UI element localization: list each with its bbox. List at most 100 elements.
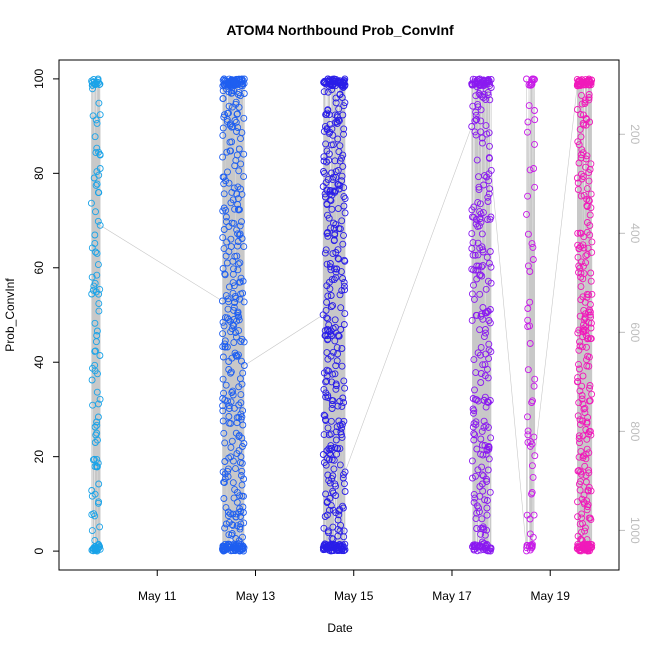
data-point: [340, 527, 348, 535]
data-point: [336, 291, 344, 299]
data-point: [587, 277, 595, 285]
data-point: [240, 544, 248, 552]
data-point: [578, 343, 586, 351]
data-point: [95, 189, 103, 197]
data-point: [229, 391, 237, 399]
data-point: [335, 117, 343, 125]
data-point: [335, 511, 343, 519]
data-point: [338, 433, 346, 441]
data-point: [92, 208, 99, 216]
data-point: [470, 436, 478, 444]
data-point: [219, 468, 227, 476]
data-point: [329, 302, 337, 310]
data-point: [330, 456, 338, 464]
data-point: [340, 278, 348, 286]
chart-title: ATOM4 Northbound Prob_ConvInf: [226, 22, 454, 38]
data-point: [220, 190, 228, 198]
data-point: [240, 362, 248, 369]
data-point: [487, 544, 495, 552]
data-point: [320, 88, 328, 96]
data-point: [483, 365, 491, 373]
data-point: [578, 510, 586, 518]
data-point: [486, 306, 494, 313]
data-point: [485, 177, 493, 185]
data-point: [219, 353, 227, 361]
data-point: [470, 203, 478, 211]
data-point: [473, 311, 481, 319]
data-point: [92, 181, 100, 189]
data-point: [232, 118, 240, 126]
data-point: [579, 241, 587, 249]
data-point: [478, 263, 486, 271]
data-point: [484, 89, 492, 96]
data-point: [240, 547, 247, 555]
data-point: [95, 400, 102, 408]
data-point: [329, 489, 337, 497]
data-point: [340, 417, 348, 425]
data-point: [93, 327, 101, 335]
data-point: [480, 417, 488, 425]
data-point: [235, 145, 243, 153]
data-point: [328, 86, 336, 94]
data-point: [584, 413, 592, 421]
data-point: [473, 396, 481, 404]
data-point: [478, 471, 486, 479]
data-point: [477, 370, 485, 377]
data-point: [334, 205, 342, 213]
data-point: [327, 442, 335, 450]
data-point: [229, 387, 237, 395]
data-point: [96, 111, 104, 119]
data-point: [233, 498, 241, 506]
data-point: [322, 461, 330, 469]
data-point: [478, 139, 486, 147]
data-point: [324, 424, 332, 432]
data-point: [575, 360, 582, 368]
data-point: [340, 102, 348, 110]
data-point: [93, 421, 101, 429]
data-point: [221, 439, 229, 447]
data-point: [526, 322, 534, 330]
data-point: [229, 457, 237, 465]
data-point: [239, 503, 247, 511]
data-point: [333, 357, 341, 365]
data-point: [321, 513, 329, 520]
data-point: [588, 248, 596, 256]
data-point: [478, 272, 486, 280]
data-point: [486, 154, 493, 162]
data-point: [479, 361, 487, 369]
data-point: [578, 392, 586, 399]
data-point: [234, 308, 242, 316]
data-point: [96, 395, 104, 403]
data-point: [578, 91, 585, 99]
data-point: [528, 540, 536, 548]
data-point: [477, 379, 485, 386]
data-point: [341, 195, 349, 203]
data-point: [582, 252, 590, 260]
data-point: [588, 543, 596, 551]
data-point: [482, 329, 489, 337]
data-point: [91, 512, 99, 520]
data-point: [586, 211, 594, 219]
data-point: [341, 310, 349, 318]
data-point: [529, 256, 537, 263]
data-point: [487, 84, 495, 91]
data-point: [238, 218, 245, 226]
data-point: [484, 193, 492, 201]
data-point: [323, 314, 331, 322]
data-point: [580, 121, 588, 129]
data-point: [484, 91, 492, 99]
data-point: [577, 470, 585, 478]
data-point: [332, 436, 340, 444]
data-point: [332, 385, 340, 393]
data-point: [480, 333, 488, 341]
data-point: [472, 472, 479, 480]
data-point: [485, 129, 493, 137]
data-point: [477, 271, 484, 279]
data-point: [582, 478, 590, 486]
data-point: [485, 77, 493, 85]
data-point: [328, 205, 336, 213]
data-point: [481, 496, 489, 504]
data-point: [230, 404, 238, 412]
data-point: [238, 235, 246, 242]
data-point: [469, 239, 477, 247]
